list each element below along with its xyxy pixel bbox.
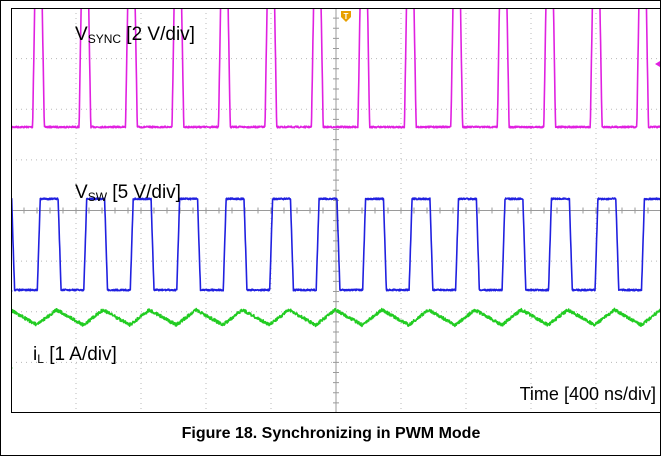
vsync-trace [11, 8, 661, 129]
oscilloscope-plot: 314 VSYNC [2 V/div] VSW [5 V/div] iL [1 … [11, 8, 661, 413]
grid [11, 8, 661, 413]
figure-caption: Figure 18. Synchronizing in PWM Mode [181, 425, 481, 442]
il-trace [11, 307, 661, 328]
plot-border [11, 8, 661, 413]
vsw-label: VSW [5 V/div] [75, 182, 181, 204]
trigger-icon: T [341, 11, 351, 22]
vsync-label: VSYNC [2 V/div] [75, 24, 195, 46]
traces [11, 8, 661, 328]
time-scale-label: Time [400 ns/div] [520, 384, 656, 404]
vsync-level-icon [655, 61, 660, 67]
vsw-trace [11, 197, 661, 292]
svg-text:T: T [344, 12, 349, 21]
il-label: iL [1 A/div] [33, 344, 117, 366]
